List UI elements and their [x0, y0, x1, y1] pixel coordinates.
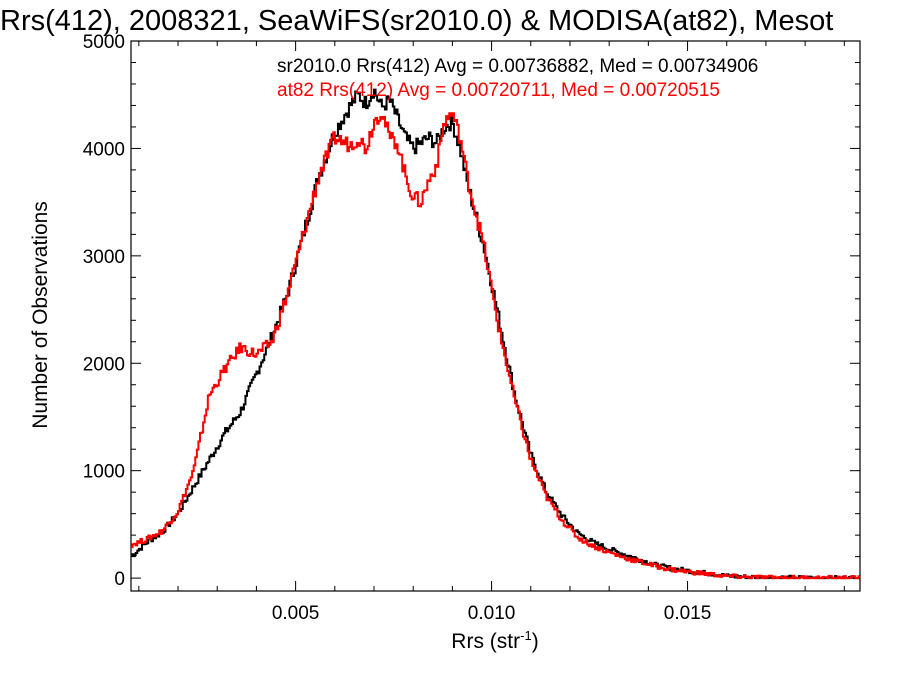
y-axis-label: Number of Observations [29, 201, 52, 429]
x-tick-label: 0.010 [468, 603, 516, 624]
legend-entry-red: at82 Rrs(412) Avg = 0.00720711, Med = 0.… [277, 80, 720, 101]
x-tick-label: 0.015 [664, 603, 712, 624]
series-1-step-line [131, 112, 860, 580]
x-axis-label-superscript: -1 [520, 628, 532, 643]
y-tick-label: 5000 [83, 32, 125, 53]
chart-title: Rrs(412), 2008321, SeaWiFS(sr2010.0) & M… [0, 5, 833, 37]
series-0-step-line [131, 88, 860, 580]
y-tick-label: 2000 [83, 354, 125, 375]
x-axis-label-close: ) [532, 630, 539, 653]
y-tick-label: 0 [114, 569, 125, 590]
y-tick-label: 4000 [83, 139, 125, 160]
legend-entry-black: sr2010.0 Rrs(412) Avg = 0.00736882, Med … [277, 56, 758, 77]
x-axis-label-text: Rrs (str [451, 630, 520, 653]
series-layer [131, 88, 860, 580]
plot-axes: 0.005 0.010 0.015 0 1000 2000 3000 4000 5000 [83, 32, 861, 624]
y-tick-label: 1000 [83, 462, 125, 483]
plot-frame [130, 40, 861, 592]
x-tick-label: 0.005 [272, 603, 320, 624]
y-tick-label: 3000 [83, 247, 125, 268]
x-axis-label: Rrs (str-1) [451, 628, 538, 653]
